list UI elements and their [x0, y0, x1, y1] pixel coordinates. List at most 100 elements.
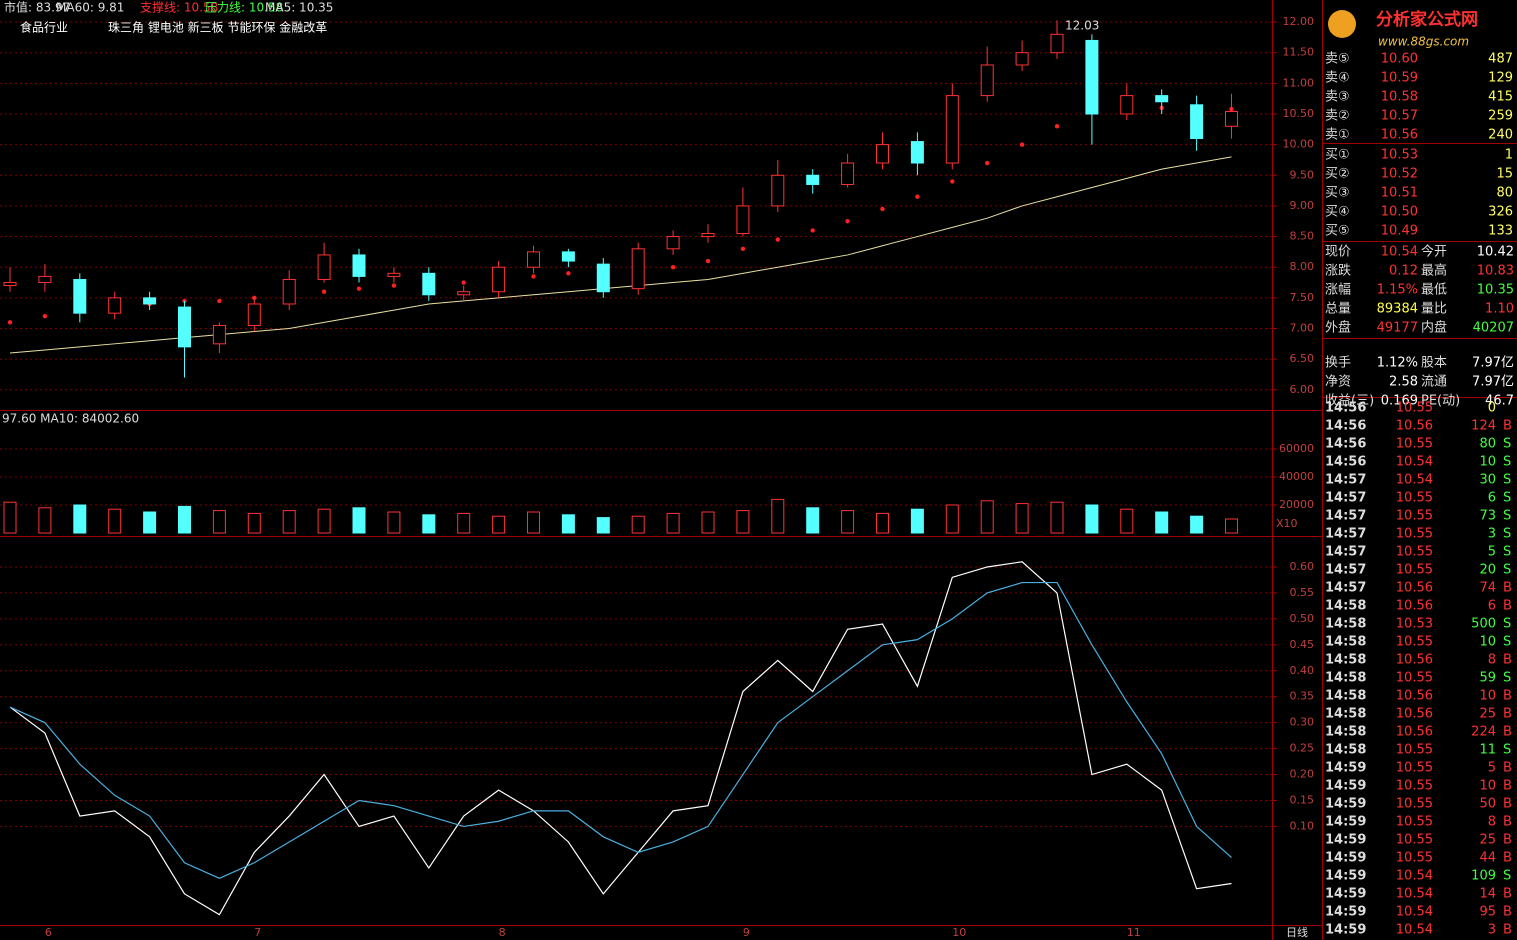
- trade-price: 10.55: [1396, 851, 1433, 866]
- volume-bar: [771, 498, 785, 534]
- stat-label: 外盘: [1325, 320, 1351, 336]
- header-item: MA60: 9.81: [56, 1, 124, 15]
- trade-price: 10.54: [1396, 455, 1433, 470]
- volume-title: 97.60 MA10: 84002.60: [2, 412, 139, 426]
- volume-bar: [247, 512, 261, 534]
- trade-side: S: [1503, 509, 1511, 524]
- trade-side: S: [1503, 671, 1511, 686]
- trade-side: B: [1503, 725, 1512, 740]
- candle-body: [806, 174, 820, 185]
- candle-body: [666, 236, 680, 250]
- book-price: 10.56: [1381, 128, 1418, 143]
- book-volume: 80: [1496, 186, 1513, 201]
- trade-time: 14:56: [1325, 401, 1366, 416]
- volume-bar: [143, 511, 157, 534]
- x-tick-label: 10: [952, 926, 966, 939]
- volume-bar: [457, 512, 471, 534]
- support-dot: [42, 314, 48, 319]
- stat-value: 10.83: [1477, 264, 1514, 279]
- trade-price: 10.55: [1396, 671, 1433, 686]
- trade-side: B: [1503, 815, 1512, 830]
- volume-bar: [492, 515, 506, 534]
- volume-bar: [527, 511, 540, 534]
- support-dot: [531, 274, 536, 279]
- trade-volume: 59: [1479, 671, 1496, 686]
- trade-price: 10.54: [1396, 887, 1433, 902]
- book-price: 10.53: [1381, 148, 1418, 163]
- trade-time: 14:58: [1325, 617, 1366, 632]
- trade-side: S: [1503, 491, 1511, 506]
- logo: 分析家公式网 www.88gs.com: [1328, 9, 1478, 49]
- volume-bar: [1120, 508, 1134, 534]
- trade-price: 10.55: [1396, 779, 1433, 794]
- trade-time: 14:57: [1325, 509, 1366, 524]
- stat-value: 89384: [1377, 302, 1418, 317]
- volume-bar: [841, 510, 855, 534]
- trade-time: 14:58: [1325, 725, 1366, 740]
- volume-bar: [3, 501, 17, 534]
- stat-value: 40207: [1473, 321, 1514, 336]
- trade-time: 14:58: [1325, 707, 1366, 722]
- volume-bar: [1225, 518, 1238, 534]
- y-tick-label: 10.50: [1283, 107, 1315, 120]
- book-label: 买①: [1325, 148, 1350, 163]
- trade-price: 10.54: [1396, 923, 1433, 938]
- y-tick-label: 40000: [1279, 470, 1314, 483]
- support-dot: [670, 265, 676, 270]
- indicator-line: [9, 581, 1232, 879]
- trade-time: 14:59: [1325, 797, 1366, 812]
- trade-side: S: [1503, 743, 1511, 758]
- trade-side: B: [1503, 851, 1512, 866]
- trade-time: 14:58: [1325, 599, 1366, 614]
- volume-bar: [317, 508, 331, 534]
- trade-side: B: [1503, 761, 1512, 776]
- book-price: 10.60: [1381, 52, 1418, 67]
- trade-side: B: [1503, 887, 1512, 902]
- candle-body: [282, 278, 296, 305]
- y-tick-label: 11.50: [1283, 46, 1315, 59]
- stat-label: 内盘: [1421, 320, 1447, 336]
- support-dot: [985, 160, 990, 166]
- trade-volume: 0: [1488, 401, 1496, 416]
- book-volume: 415: [1488, 90, 1513, 105]
- book-label: 卖②: [1325, 109, 1350, 124]
- trade-side: S: [1503, 563, 1511, 578]
- book-price: 10.52: [1381, 167, 1418, 182]
- trade-volume: 14: [1479, 887, 1496, 902]
- trade-side: B: [1503, 599, 1512, 614]
- candle-body: [736, 205, 750, 234]
- trade-side: B: [1503, 419, 1512, 434]
- support-dot: [810, 228, 815, 233]
- volume-bar: [736, 510, 750, 534]
- candle-body: [1155, 95, 1169, 103]
- book-volume: 1: [1505, 148, 1513, 163]
- volume-bar: [596, 517, 610, 534]
- scale-label: X10: [1276, 517, 1298, 530]
- trade-price: 10.53: [1396, 617, 1433, 632]
- support-dot: [566, 271, 571, 276]
- y-tick-label: 0.30: [1290, 716, 1315, 729]
- logo-name: 分析家公式网: [1376, 9, 1478, 30]
- volume-bar: [38, 507, 52, 534]
- y-tick-label: 0.60: [1290, 560, 1315, 573]
- book-volume: 240: [1488, 128, 1513, 143]
- stat-label: 换手: [1325, 356, 1351, 371]
- trade-time: 14:59: [1325, 905, 1366, 920]
- stat-label: 涨幅: [1325, 283, 1351, 298]
- trade-time: 14:59: [1325, 761, 1366, 776]
- candle-body: [492, 266, 506, 293]
- stat-value: 10.35: [1477, 283, 1514, 298]
- support-dot: [7, 320, 13, 325]
- trade-side: S: [1503, 527, 1511, 542]
- volume-bar: [178, 505, 191, 534]
- trade-side: S: [1503, 869, 1511, 884]
- y-tick-label: 0.40: [1290, 664, 1315, 677]
- candle-body: [422, 272, 436, 296]
- stat-value: 46.7: [1485, 394, 1514, 409]
- candle-body: [457, 291, 471, 296]
- book-label: 卖⑤: [1325, 52, 1350, 67]
- trade-price: 10.54: [1396, 869, 1433, 884]
- volume-bar: [561, 514, 575, 534]
